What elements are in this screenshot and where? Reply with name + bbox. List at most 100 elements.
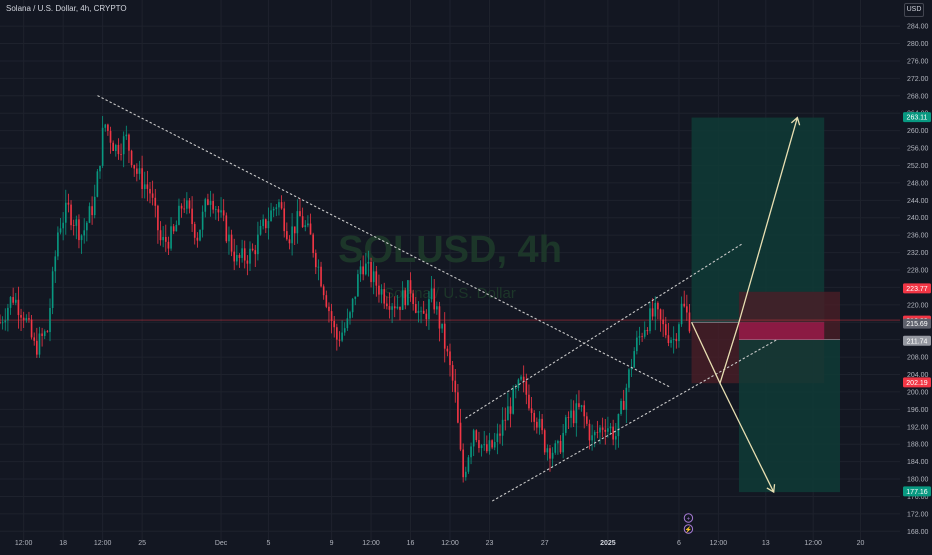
- candle-body: [512, 389, 514, 414]
- watermark-ticker: SOLUSD, 4h: [338, 229, 562, 271]
- candle-body: [591, 435, 593, 441]
- candle-body: [454, 380, 457, 393]
- y-tick-label: 236.00: [907, 233, 929, 240]
- candle-body: [83, 230, 86, 236]
- candle-body: [20, 315, 22, 318]
- candle-body: [636, 337, 638, 352]
- price-label-box: [903, 486, 931, 497]
- candle-body: [549, 448, 551, 459]
- candle-body: [199, 229, 201, 241]
- candle-body: [99, 165, 101, 172]
- candle-body: [257, 234, 259, 255]
- x-tick-label: 12:00: [441, 540, 459, 547]
- x-tick-label: 12:00: [94, 540, 112, 547]
- trendline-2[interactable]: [465, 243, 743, 419]
- candle-body: [217, 209, 220, 213]
- event-marker[interactable]: [683, 524, 694, 534]
- candle-body: [391, 306, 393, 310]
- long-profit-zone[interactable]: [691, 117, 825, 323]
- candle-body: [659, 309, 662, 320]
- candle-body: [30, 319, 33, 338]
- price-label-box: [903, 335, 931, 346]
- x-tick-label: 12:00: [362, 540, 380, 547]
- zone-overlap: [738, 322, 825, 340]
- candle-body: [557, 440, 559, 444]
- candle-body: [330, 311, 333, 321]
- candle-body: [683, 303, 686, 307]
- candle-body: [620, 400, 622, 414]
- candle-body: [288, 239, 291, 244]
- candle-body: [151, 193, 154, 198]
- candle-body: [322, 286, 325, 296]
- candle-body: [538, 418, 541, 428]
- candle-body: [457, 392, 459, 423]
- candle-body: [64, 202, 67, 223]
- x-tick-label: 13: [762, 540, 770, 547]
- watermark-name: Solana / U.S. Dollar: [384, 285, 516, 302]
- candle-body: [162, 236, 164, 241]
- candle-body: [617, 413, 620, 437]
- short-profit-zone[interactable]: [738, 339, 840, 493]
- candle-body: [141, 168, 143, 189]
- candle-body: [357, 274, 359, 297]
- candle-body: [201, 211, 204, 230]
- candle-body: [638, 336, 641, 338]
- candle-body: [112, 142, 114, 151]
- candle-body: [509, 406, 512, 414]
- candle-body: [680, 303, 683, 325]
- candle-body: [562, 432, 564, 453]
- candle-body: [122, 136, 125, 155]
- candle-body: [130, 150, 133, 166]
- candle-body: [533, 412, 536, 422]
- trendline-1[interactable]: [97, 95, 672, 389]
- projection-arrow-down[interactable]: [719, 382, 775, 493]
- candle-body: [654, 302, 657, 317]
- candle-body: [243, 248, 246, 261]
- candle-body: [359, 266, 362, 275]
- candle-body: [301, 216, 304, 228]
- price-label: 202.19: [906, 380, 928, 387]
- candle-body: [93, 196, 96, 216]
- price-label: 223.77: [906, 286, 928, 293]
- candle-body: [630, 367, 633, 370]
- y-tick-label: 284.00: [907, 24, 929, 31]
- candle-body: [264, 219, 267, 229]
- candle-body: [154, 197, 157, 206]
- candle-body: [143, 184, 146, 189]
- candle-body: [70, 204, 72, 226]
- candle-body: [149, 188, 151, 194]
- candle-body: [146, 184, 149, 189]
- symbol-header[interactable]: Solana / U.S. Dollar, 4h, CRYPTO: [6, 4, 127, 13]
- currency-button[interactable]: USD: [904, 3, 924, 17]
- candle-body: [370, 261, 372, 283]
- candle-body: [525, 381, 528, 395]
- candle-body: [167, 241, 170, 249]
- candle-body: [362, 266, 364, 275]
- x-tick-label: 12:00: [804, 540, 822, 547]
- candle-body: [467, 457, 470, 472]
- candle-body: [622, 400, 625, 410]
- candle-body: [333, 320, 336, 328]
- candle-body: [22, 317, 25, 321]
- candle-body: [241, 248, 243, 258]
- candle-body: [609, 426, 612, 429]
- candle-body: [54, 256, 57, 272]
- candle-body: [367, 261, 370, 264]
- candle-body: [530, 408, 533, 413]
- candle-body: [180, 205, 183, 209]
- candle-body: [251, 248, 254, 251]
- candle-body: [401, 290, 404, 310]
- x-tick-label: 20: [857, 540, 865, 547]
- candle-body: [504, 419, 507, 421]
- candle-body: [478, 440, 480, 449]
- y-tick-label: 268.00: [907, 93, 929, 100]
- trendline-3[interactable]: [492, 339, 778, 502]
- event-marker[interactable]: [683, 513, 694, 523]
- candle-body: [170, 226, 172, 249]
- price-label: 211.74: [907, 338, 928, 345]
- candle-body: [575, 403, 578, 424]
- projection-arrow-up[interactable]: [738, 117, 798, 323]
- candle-body: [486, 444, 488, 452]
- y-tick-label: 176.00: [907, 494, 929, 501]
